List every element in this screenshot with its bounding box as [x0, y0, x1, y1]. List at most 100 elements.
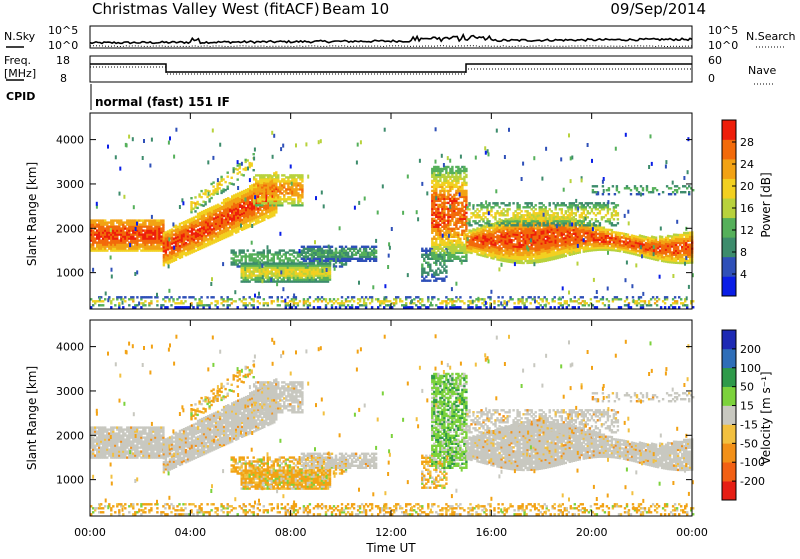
power-cell — [225, 198, 227, 200]
power-cell — [196, 207, 198, 209]
power-cell — [212, 181, 214, 183]
power-cell — [243, 249, 245, 251]
power-cell — [253, 169, 255, 171]
power-cell — [301, 174, 303, 176]
power-cell — [255, 274, 257, 276]
power-cell — [345, 258, 347, 260]
power-cell — [285, 188, 287, 190]
power-cell — [445, 266, 447, 268]
power-cell — [227, 172, 229, 174]
power-cell — [134, 237, 136, 239]
noise-tick-bottom-left: 10^0 — [48, 39, 78, 52]
power-cell — [218, 187, 220, 189]
power-cell — [224, 189, 226, 191]
power-cell — [255, 257, 257, 259]
power-cell — [194, 196, 196, 198]
noise-sky-line — [90, 35, 692, 44]
cpid-text: normal (fast) 151 IF — [95, 95, 230, 109]
power-cell — [277, 174, 279, 176]
noise-panel-frame — [90, 26, 692, 48]
power-cell — [162, 219, 164, 221]
power-cell — [198, 193, 200, 195]
nsearch-label: N.Search — [746, 30, 796, 43]
freq-tick-bottom: 8 — [60, 72, 67, 85]
power-cell — [435, 208, 437, 210]
power-cell — [255, 212, 257, 214]
power-cell — [335, 248, 337, 250]
freq-label-1: Freq. — [4, 54, 31, 67]
power-cell — [255, 206, 257, 208]
freq-line — [90, 64, 692, 72]
power-cell — [285, 251, 287, 253]
power-cell — [285, 176, 287, 178]
power-cell — [210, 197, 212, 199]
power-cell — [421, 264, 423, 266]
power-cell — [253, 153, 255, 155]
beam-label: Beam 10 — [322, 0, 389, 18]
power-cell — [235, 251, 237, 253]
power-cell — [200, 196, 202, 198]
nave-tick-bottom: 0 — [708, 72, 715, 85]
power-cell — [224, 181, 226, 183]
noise-tick-bottom-right: 10^0 — [708, 39, 738, 52]
power-cell — [275, 171, 277, 173]
nsky-label: N.Sky — [4, 30, 36, 43]
power-cell — [247, 159, 249, 161]
power-cell — [445, 270, 447, 272]
power-cell — [435, 220, 437, 222]
power-cell — [247, 249, 249, 251]
power-cell — [465, 216, 467, 218]
power-cell — [220, 176, 222, 178]
power-cell — [195, 242, 197, 244]
power-cell — [231, 177, 233, 179]
power-cell — [459, 238, 461, 240]
power-cell — [255, 188, 257, 190]
power-cell — [233, 183, 235, 185]
power-cell — [190, 197, 192, 199]
date-label: 09/Sep/2014 — [610, 0, 706, 18]
power-cell — [301, 184, 303, 186]
power-cell — [345, 254, 347, 256]
power-cell — [465, 182, 467, 184]
power-cell — [435, 166, 437, 168]
power-cell — [451, 166, 453, 168]
power-cell — [222, 178, 224, 180]
nave-line — [90, 67, 692, 74]
power-cell — [239, 163, 241, 165]
power-cell — [251, 162, 253, 164]
power-cell — [227, 186, 229, 188]
power-cell — [439, 258, 441, 260]
power-cell — [375, 256, 377, 258]
power-cell — [255, 204, 257, 206]
power-cell — [345, 246, 347, 248]
freq-tick-top: 18 — [56, 54, 70, 67]
power-cell — [435, 278, 437, 280]
power-cell — [375, 250, 377, 252]
power-cell — [220, 184, 222, 186]
power-cell — [465, 174, 467, 176]
power-cell — [194, 210, 196, 212]
power-cell — [345, 250, 347, 252]
power-cell — [435, 204, 437, 206]
power-cell — [465, 190, 467, 192]
power-cell — [195, 216, 197, 218]
power-cell — [435, 270, 437, 272]
power-cell — [237, 178, 239, 180]
power-cell — [315, 264, 317, 266]
power-cell — [263, 249, 265, 251]
cpid-label: CPID — [6, 90, 35, 103]
power-cell — [269, 249, 271, 251]
power-cell — [429, 280, 431, 282]
power-cell — [204, 201, 206, 203]
power-cell — [315, 258, 317, 260]
noise-tick-top-left: 10^5 — [48, 24, 78, 37]
power-cell — [195, 250, 197, 252]
power-cell — [227, 176, 229, 178]
power-cell — [375, 246, 377, 248]
power-cell — [315, 278, 317, 280]
power-cell — [196, 201, 198, 203]
power-cell — [435, 252, 437, 254]
power-cell — [285, 262, 287, 264]
